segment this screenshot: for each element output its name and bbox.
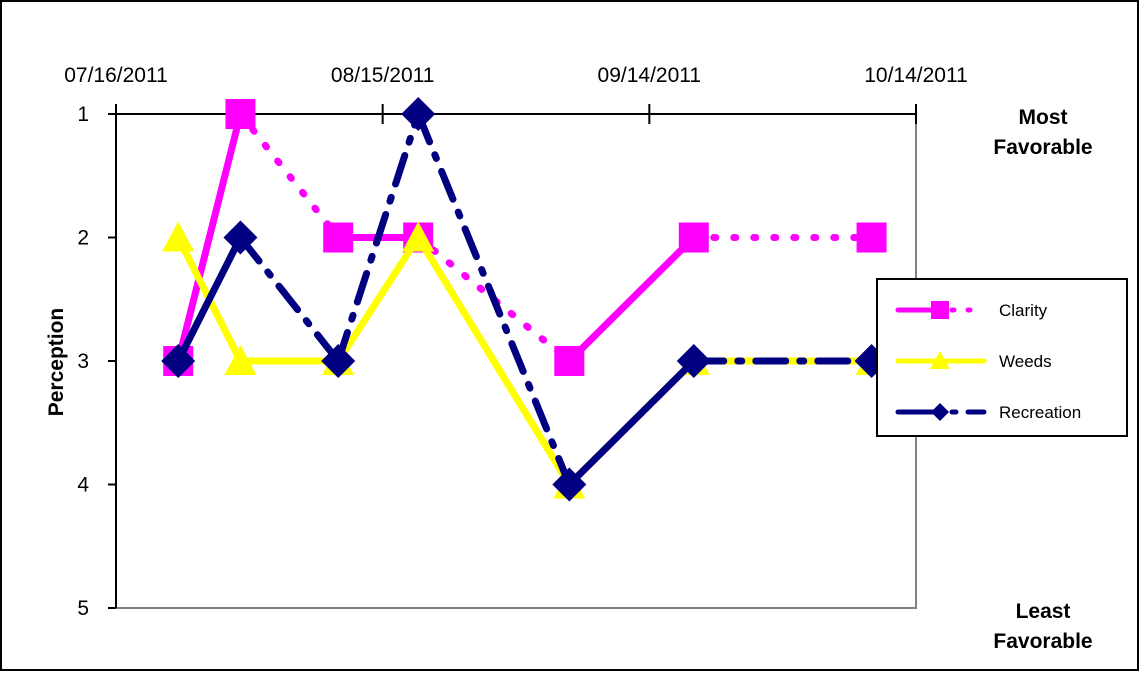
- annotation-label: Least: [1016, 600, 1071, 623]
- x-tick-label: 08/15/2011: [331, 64, 435, 87]
- legend-recreation-marker: [931, 403, 949, 421]
- recreation-line-segment: [334, 110, 422, 365]
- recreation-line-segment: [565, 357, 698, 488]
- legend-recreation-label: Recreation: [999, 403, 1081, 422]
- annotation-label: Most: [1019, 106, 1068, 129]
- legend-clarity-marker: [931, 301, 949, 319]
- y-tick-label: 4: [77, 474, 89, 497]
- clarity-line-segment: [236, 110, 342, 241]
- weeds-line-segment: [414, 234, 573, 488]
- x-tick-label: 10/14/2011: [864, 64, 968, 87]
- weeds-point: [224, 345, 257, 375]
- legend-clarity-label: Clarity: [999, 301, 1048, 320]
- y-tick-label: 5: [77, 597, 89, 620]
- weeds-line-segment: [334, 234, 422, 365]
- weeds-point: [402, 221, 435, 252]
- clarity-point: [678, 222, 709, 253]
- clarity-point: [554, 346, 585, 376]
- recreation-point: [401, 97, 436, 131]
- legend: Clarity Weeds Recreation: [876, 278, 1128, 437]
- clarity-point: [225, 99, 256, 129]
- x-tick-group: 07/16/2011 08/15/2011 09/14/2011 10/14/2011: [64, 64, 968, 124]
- recreation-point: [223, 220, 258, 255]
- clarity-line-segment: [565, 234, 698, 365]
- recreation-point: [321, 344, 356, 378]
- recreation-point: [161, 344, 196, 378]
- x-tick-label: 07/16/2011: [64, 64, 168, 87]
- legend-weeds-marker: [930, 351, 950, 369]
- recreation-series: [161, 97, 889, 502]
- legend-weeds-label: Weeds: [999, 352, 1052, 371]
- recreation-line-segment: [174, 234, 244, 365]
- annotation-label: Favorable: [993, 630, 1092, 653]
- recreation-line-segment: [236, 234, 342, 365]
- series-layer: [161, 97, 889, 502]
- clarity-point: [323, 222, 354, 253]
- y-tick-label: 1: [77, 103, 89, 126]
- y-axis-title: Perception: [45, 308, 68, 417]
- weeds-point: [162, 221, 195, 252]
- recreation-point: [552, 467, 587, 502]
- clarity-line-segment: [174, 110, 244, 365]
- x-tick-label: 09/14/2011: [598, 64, 702, 87]
- recreation-point: [676, 344, 711, 378]
- annotation-label: Favorable: [993, 136, 1092, 159]
- clarity-point: [856, 222, 887, 253]
- y-tick-label: 2: [77, 227, 89, 250]
- annotation-group: Most Favorable Least Favorable: [993, 106, 1092, 653]
- y-tick-group: 1 2 3 4 5: [77, 103, 116, 620]
- y-tick-label: 3: [77, 350, 89, 373]
- recreation-line-segment: [414, 110, 573, 488]
